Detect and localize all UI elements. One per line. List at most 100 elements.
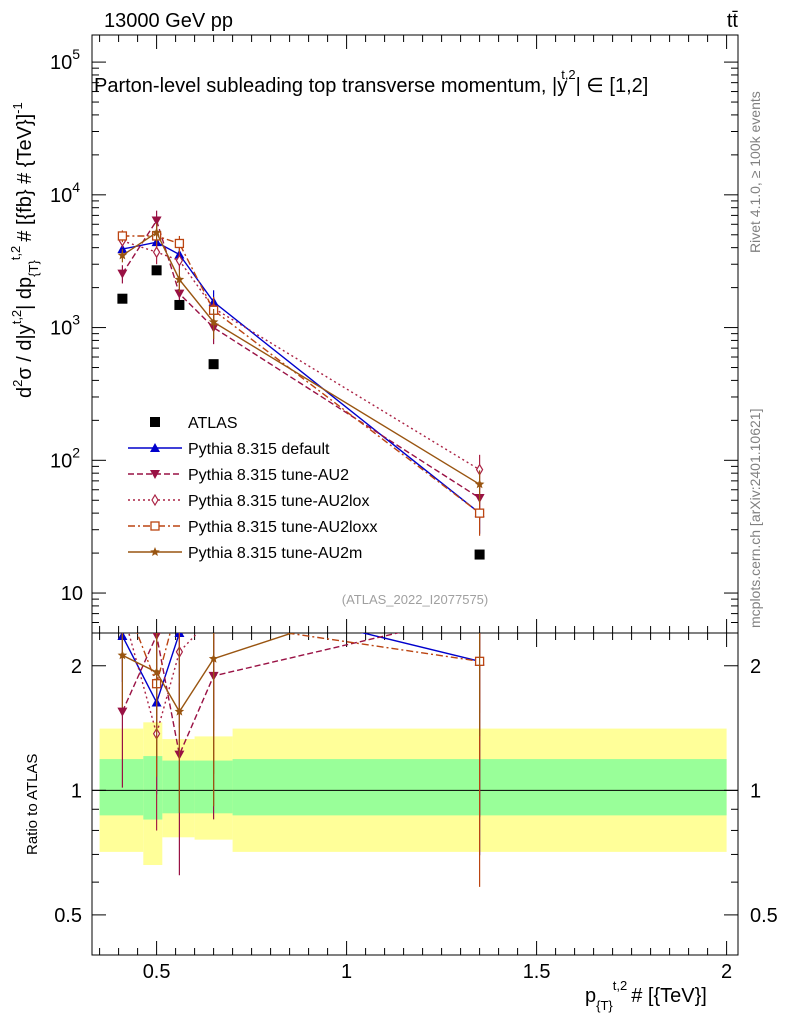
ratio-point (151, 667, 162, 677)
x-tick-label: 1 (341, 961, 352, 983)
legend-label: ATLAS (188, 415, 238, 432)
legend-marker (150, 417, 160, 427)
ratio-band-inner-0 (99, 759, 144, 816)
series-point (175, 254, 184, 267)
ratio-bands (99, 722, 727, 866)
reference-series (117, 265, 485, 560)
ratio-point (119, 605, 125, 615)
reference-point (474, 549, 485, 560)
ratio-y-axis-label: Ratio to ATLAS (24, 754, 41, 855)
legend-entry-0: Pythia 8.315 default (128, 441, 330, 458)
ratio-y-tick-label-left: 0.5 (54, 905, 82, 927)
main-y-tick-base: 10 (50, 52, 72, 74)
ratio-point (209, 592, 219, 601)
legend-entry-4: Pythia 8.315 tune-AU2m (128, 545, 362, 562)
main-y-tick-exp: 2 (72, 444, 80, 460)
ratio-point (117, 707, 128, 717)
mcplots-label: mcplots.cern.ch [arXiv:2401.10621] (747, 409, 763, 628)
reference-point (208, 359, 219, 370)
series-point (117, 269, 128, 279)
legend-entry-3: Pythia 8.315 tune-AU2loxx (128, 519, 377, 536)
ratio-point (208, 653, 219, 663)
series-point (117, 244, 128, 254)
main-y-tick-exp: 3 (72, 312, 80, 328)
x-tick-label: 2 (721, 961, 732, 983)
series-4 (117, 223, 485, 503)
x-tick-label: 0.5 (143, 961, 171, 983)
ratio-y-tick-label-left: 1 (71, 780, 82, 802)
ratio-point (475, 610, 485, 619)
energy-label: 13000 GeV pp (104, 10, 233, 32)
main-y-tick-label: 104 (50, 179, 80, 207)
main-y-tick-exp: 5 (72, 46, 80, 62)
series-line (122, 240, 480, 471)
main-y-tick-label: 10 (61, 583, 83, 605)
legend-entry-reference: ATLAS (150, 415, 238, 432)
ratio-series-4 (117, 567, 485, 813)
ratio-point (117, 650, 128, 660)
ratio-series-line (121, 633, 480, 705)
series-point (474, 479, 485, 489)
series-point (174, 238, 185, 249)
legend-marker (150, 547, 160, 556)
legend: ATLAS Pythia 8.315 default Pythia 8.315 tu… (128, 415, 377, 562)
legend-marker (151, 493, 159, 507)
ratio-point (118, 591, 126, 599)
x-ticks: 0.5 1 1.5 2 (99, 35, 732, 983)
series-point (152, 245, 161, 259)
main-y-tick-label: 102 (50, 444, 80, 472)
legend-marker (150, 521, 160, 531)
ratio-point (210, 618, 218, 626)
series-point (208, 317, 219, 327)
ratio-y-tick-label-right: 1 (750, 780, 761, 802)
legend-label: Pythia 8.315 tune-AU2lox (188, 493, 369, 510)
ratio-series-layer (117, 567, 485, 887)
ratio-series-line (121, 633, 401, 757)
legend-label: Pythia 8.315 tune-AU2 (188, 467, 349, 484)
main-y-tick-base: 10 (50, 185, 72, 207)
series-point (151, 227, 162, 237)
reference-point (117, 293, 128, 304)
analysis-reference-label: (ATLAS_2022_I2077575) (342, 592, 488, 607)
ratio-band-inner-2 (162, 760, 195, 814)
ratio-panel-frame (91, 632, 739, 956)
main-y-tick-base: 10 (50, 318, 72, 340)
legend-marker (150, 470, 160, 479)
series-point (174, 289, 185, 299)
main-y-tick-exp: 4 (72, 179, 80, 195)
main-y-tick-base: 10 (61, 583, 83, 605)
ratio-point (211, 611, 217, 621)
series-point (174, 274, 185, 284)
reference-point (151, 265, 162, 276)
series-point (117, 231, 128, 241)
ratio-y-tick-label-left: 2 (71, 656, 82, 678)
legend-label: Pythia 8.315 default (188, 441, 330, 458)
ratio-y-ticks: 0.5 0.5 1 1 2 2 (54, 656, 778, 927)
legend-entry-1: Pythia 8.315 tune-AU2 (128, 467, 349, 484)
ratio-point (475, 567, 485, 576)
legend-marker (150, 443, 160, 452)
x-tick-label: 1.5 (523, 961, 551, 983)
process-label: tt̄ (727, 10, 739, 32)
ratio-point (175, 594, 183, 602)
ratio-series-line (128, 633, 199, 737)
reference-point (174, 299, 185, 310)
ratio-y-tick-label-right: 2 (750, 656, 761, 678)
main-y-axis-label: d2σ / d|yt,2| dp{T}t,2# [{fb} # {TeV}]-1 (8, 102, 41, 398)
main-series-layer (117, 210, 485, 560)
main-y-tick-base: 10 (50, 450, 72, 472)
rivet-version-label: Rivet 4.1.0, ≥ 100k events (747, 91, 763, 253)
legend-label: Pythia 8.315 tune-AU2loxx (188, 519, 377, 536)
ratio-y-tick-label-right: 0.5 (750, 905, 778, 927)
legend-label: Pythia 8.315 tune-AU2m (188, 545, 362, 562)
plot-title: Parton-level subleading top transverse m… (94, 67, 648, 97)
ratio-band-inner-1 (143, 756, 163, 820)
legend-entry-2: Pythia 8.315 tune-AU2lox (128, 493, 369, 510)
main-y-tick-label: 105 (50, 46, 80, 74)
x-axis-label: p{T}t,2 # [{TeV}] (585, 978, 707, 1013)
series-point (117, 250, 128, 260)
series-line (122, 235, 481, 514)
ratio-series-line (136, 633, 480, 686)
